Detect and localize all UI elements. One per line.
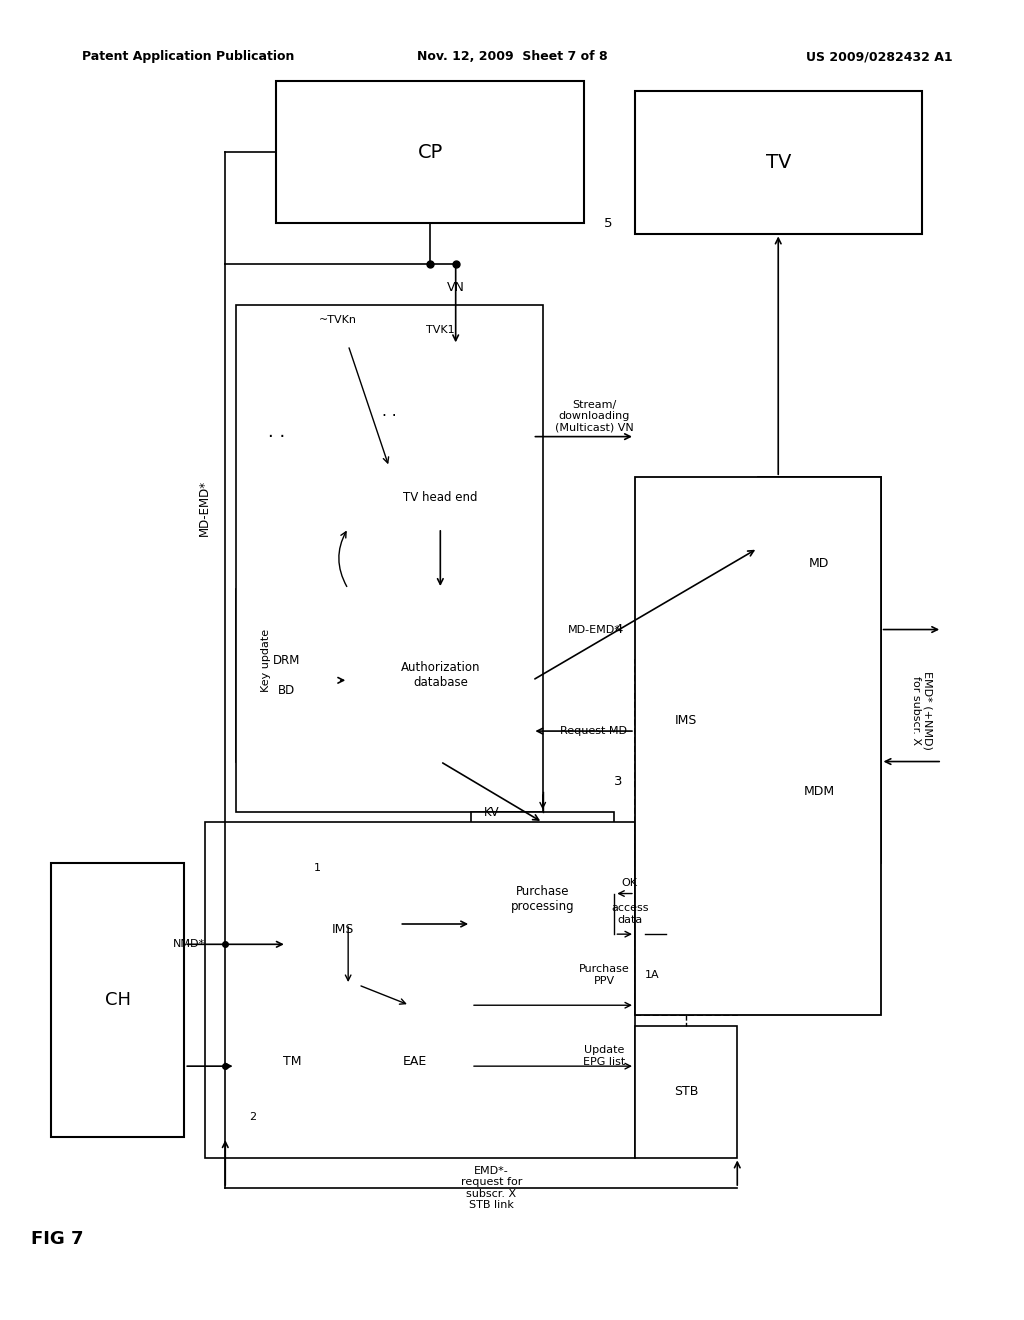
Bar xyxy=(471,812,614,985)
Text: · ·: · · xyxy=(268,428,285,446)
Text: EAE: EAE xyxy=(402,1055,427,1068)
Text: FIG 7: FIG 7 xyxy=(31,1230,83,1247)
Text: 3: 3 xyxy=(614,775,623,788)
Text: 1A: 1A xyxy=(645,970,659,979)
Text: STB: STB xyxy=(674,1085,698,1098)
Text: 1: 1 xyxy=(314,863,321,873)
Text: VN: VN xyxy=(446,281,465,294)
Text: NMD*: NMD* xyxy=(173,940,205,949)
Text: MD-EMD*: MD-EMD* xyxy=(567,624,621,635)
Text: EMD*-
request for
subscr. X
STB link: EMD*- request for subscr. X STB link xyxy=(461,1166,522,1210)
Text: · ·: · · xyxy=(382,409,396,424)
Text: US 2009/0282432 A1: US 2009/0282432 A1 xyxy=(806,50,952,63)
Text: Key update: Key update xyxy=(261,628,271,692)
Bar xyxy=(205,822,635,1158)
Bar xyxy=(51,863,184,1138)
Text: 2: 2 xyxy=(249,1111,256,1122)
Text: 4: 4 xyxy=(614,623,623,636)
Text: CH: CH xyxy=(104,991,131,1010)
Bar xyxy=(348,589,532,762)
Text: TVK1: TVK1 xyxy=(426,325,455,335)
Bar xyxy=(758,478,881,863)
Text: Purchase
PPV: Purchase PPV xyxy=(579,964,630,986)
Bar xyxy=(635,660,737,1015)
Text: Update
EPG list: Update EPG list xyxy=(583,1045,626,1067)
Bar xyxy=(635,91,922,234)
Text: MDM: MDM xyxy=(804,785,835,799)
Text: TV: TV xyxy=(766,153,791,172)
Text: Patent Application Publication: Patent Application Publication xyxy=(82,50,294,63)
Bar xyxy=(236,589,338,762)
Bar xyxy=(635,1026,737,1158)
Text: Purchase
processing: Purchase processing xyxy=(511,884,574,912)
Bar xyxy=(287,874,399,985)
Text: IMS: IMS xyxy=(332,923,354,936)
Text: 5: 5 xyxy=(604,216,612,230)
Bar xyxy=(236,1006,348,1117)
Text: OK: OK xyxy=(622,878,638,888)
Text: MD: MD xyxy=(809,557,829,570)
Text: IMS: IMS xyxy=(675,714,697,727)
Text: Stream/
downloading
(Multicast) VN: Stream/ downloading (Multicast) VN xyxy=(555,400,633,433)
Bar xyxy=(758,498,881,630)
Bar xyxy=(276,82,584,223)
Text: TM: TM xyxy=(283,1055,301,1068)
Text: EMD* (+NMD)
for subscr. X: EMD* (+NMD) for subscr. X xyxy=(910,672,933,750)
Bar xyxy=(635,478,881,1015)
Text: Authorization
database: Authorization database xyxy=(400,661,480,689)
Text: KV: KV xyxy=(483,805,500,818)
Text: Request MD: Request MD xyxy=(560,726,628,737)
Bar xyxy=(358,1006,471,1117)
Text: access
data: access data xyxy=(611,903,648,924)
Text: DRM

BD: DRM BD xyxy=(273,653,300,697)
Text: MD-EMD*: MD-EMD* xyxy=(199,479,211,536)
Text: TV head end: TV head end xyxy=(403,491,477,504)
Text: ~TVKn: ~TVKn xyxy=(318,315,357,325)
Bar xyxy=(236,305,543,812)
Text: CP: CP xyxy=(418,143,442,162)
Text: Nov. 12, 2009  Sheet 7 of 8: Nov. 12, 2009 Sheet 7 of 8 xyxy=(417,50,607,63)
Bar xyxy=(348,366,430,467)
Bar xyxy=(348,346,532,528)
